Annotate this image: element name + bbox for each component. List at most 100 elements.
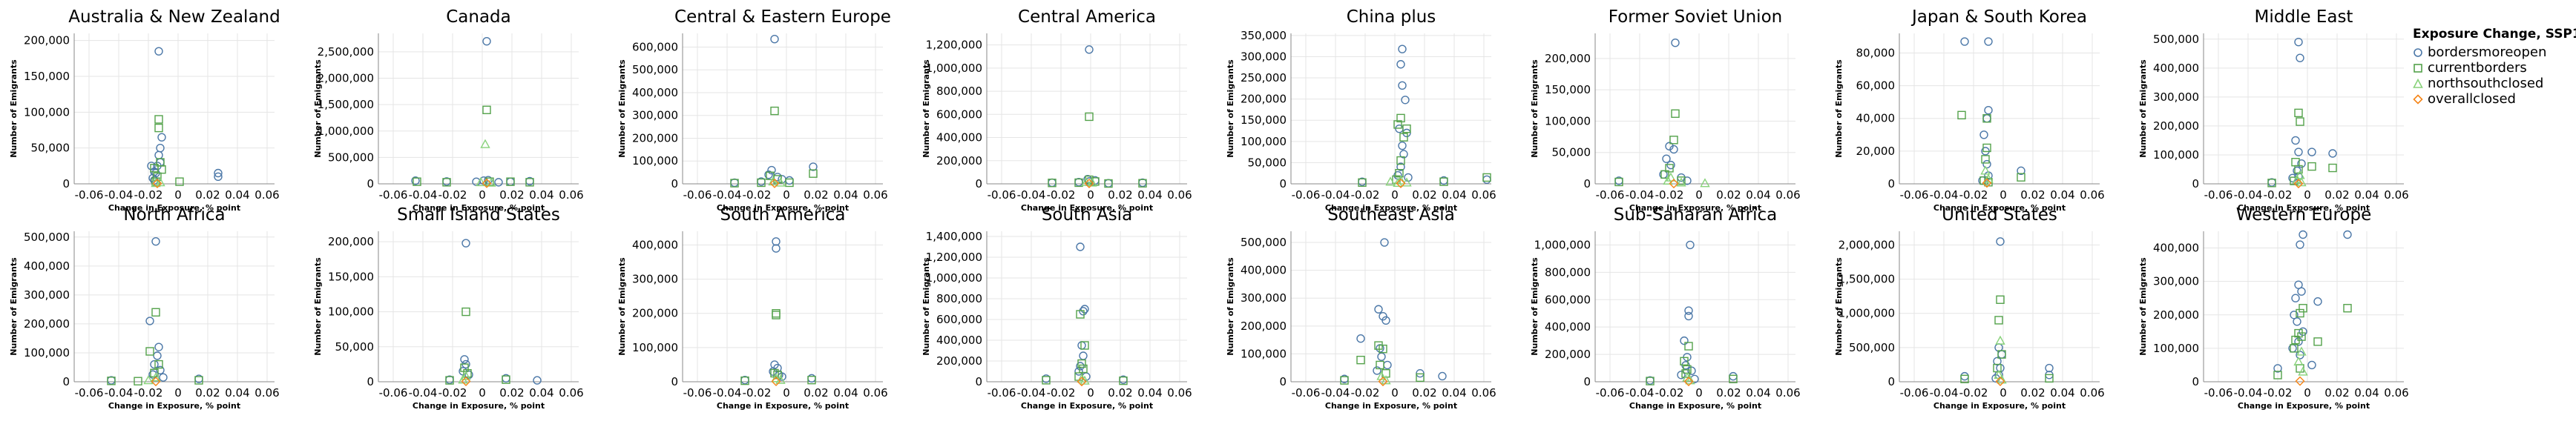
- data-point-currentborders: [1358, 178, 1367, 187]
- panel-united-states: United States 0 500,000 1,000,000 1,500,000 2…: [1834, 205, 2105, 411]
- data-point-currentborders: [2307, 162, 2316, 171]
- data-point-bordersmoreopen: [1669, 145, 1678, 154]
- data-point-bordersmoreopen: [411, 176, 420, 185]
- x-tick-label: 0.02: [499, 386, 524, 400]
- data-point-northsouthclosed: [1087, 177, 1097, 187]
- data-point-northsouthclosed: [1983, 173, 1994, 183]
- y-tick-label: 500,000: [328, 150, 374, 164]
- data-point-currentborders: [772, 311, 781, 319]
- y-tick-label: 100,000: [24, 346, 70, 360]
- x-tick-label: -0.06: [2204, 386, 2233, 400]
- x-axis-title: Change in Exposure, % point: [2238, 401, 2370, 411]
- x-tick-label: 0.06: [863, 386, 887, 400]
- y-tick-label: 60,000: [1856, 79, 1896, 93]
- x-tick-label: 0.06: [2384, 188, 2408, 202]
- x-axis-title: Change in Exposure, % point: [413, 203, 545, 213]
- data-point-northsouthclosed: [1663, 175, 1673, 185]
- x-tick-label: -0.06: [1596, 386, 1625, 400]
- data-point-currentborders: [482, 105, 491, 114]
- y-axis-title: Number of Emigrants: [1530, 59, 1540, 158]
- x-tick-label: 0.06: [2384, 386, 2408, 400]
- x-tick-label: -0.02: [1351, 386, 1380, 400]
- data-point-northsouthclosed: [1385, 176, 1396, 186]
- y-tick-label: 0: [367, 177, 374, 191]
- data-point-northsouthclosed: [1997, 374, 2007, 384]
- x-tick-label: 0: [2000, 188, 2007, 202]
- x-tick-label: 0.04: [2354, 188, 2379, 202]
- y-tick-label: 100,000: [2153, 342, 2199, 355]
- data-point-bordersmoreopen: [1401, 96, 1410, 105]
- legend-title: Exposure Change, SSP1: [2413, 27, 2576, 42]
- data-point-bordersmoreopen: [1402, 128, 1411, 138]
- y-tick-label: 50,000: [335, 340, 375, 354]
- data-point-currentborders: [809, 169, 818, 178]
- data-point-northsouthclosed: [143, 375, 154, 385]
- data-point-overallclosed: [1396, 178, 1406, 188]
- data-point-bordersmoreopen: [1680, 336, 1689, 345]
- x-axis-title: Change in Exposure, % point: [1021, 203, 1153, 213]
- panel-title: Canada: [446, 7, 511, 27]
- data-point-currentborders: [2267, 179, 2276, 188]
- panel-title: China plus: [1347, 7, 1436, 27]
- data-point-bordersmoreopen: [1077, 341, 1086, 350]
- x-tick-label: 0.06: [1471, 386, 1496, 400]
- x-tick-label: 0.04: [2354, 386, 2379, 400]
- x-axis-title: Change in Exposure, % point: [1325, 203, 1457, 213]
- data-point-currentborders: [194, 376, 203, 385]
- x-tick-label: -0.06: [683, 386, 712, 400]
- data-point-bordersmoreopen: [154, 342, 163, 351]
- data-point-bordersmoreopen: [2294, 337, 2303, 346]
- data-point-currentborders: [785, 178, 794, 188]
- data-point-bordersmoreopen: [1085, 45, 1094, 54]
- data-point-bordersmoreopen: [2267, 178, 2276, 187]
- legend-label: northsouthclosed: [2428, 76, 2544, 91]
- y-tick-label: 40,000: [1856, 112, 1896, 125]
- x-tick-label: 0.04: [1746, 386, 1770, 400]
- data-point-currentborders: [807, 375, 816, 385]
- data-point-currentborders: [2290, 344, 2299, 353]
- y-tick-label: 800,000: [936, 85, 982, 98]
- y-tick-label: 200,000: [2153, 308, 2199, 322]
- data-point-bordersmoreopen: [1662, 154, 1671, 163]
- data-point-currentborders: [175, 177, 184, 186]
- y-tick-label: 1,200,000: [926, 251, 982, 264]
- x-tick-label: -0.04: [409, 188, 438, 202]
- data-point-currentborders: [2296, 117, 2304, 126]
- y-tick-label: 600,000: [936, 107, 982, 121]
- y-axis-title: Number of Emigrants: [313, 257, 323, 356]
- data-point-northsouthclosed: [1676, 177, 1686, 187]
- data-point-overallclosed: [1378, 377, 1388, 387]
- panel-title: Australia & New Zealand: [68, 7, 280, 27]
- data-point-currentborders: [1396, 113, 1405, 123]
- data-point-currentborders: [2299, 304, 2307, 313]
- y-tick-label: 200,000: [632, 131, 678, 145]
- data-point-currentborders: [1684, 342, 1693, 351]
- data-point-bordersmoreopen: [2296, 240, 2304, 249]
- square-marker-icon: [2414, 63, 2422, 73]
- data-point-currentborders: [1957, 110, 1966, 120]
- x-tick-label: 0: [2304, 386, 2311, 400]
- y-tick-label: 2,000,000: [318, 72, 374, 85]
- data-point-bordersmoreopen: [809, 162, 818, 171]
- panel-title: Japan & South Korea: [1910, 7, 2087, 27]
- data-point-currentborders: [461, 307, 470, 317]
- y-axis-title: Number of Emigrants: [1226, 59, 1235, 158]
- data-point-bordersmoreopen: [1376, 344, 1384, 353]
- x-tick-label: 0.06: [1471, 188, 1496, 202]
- data-point-northsouthclosed: [2293, 356, 2304, 366]
- data-point-northsouthclosed: [476, 176, 486, 187]
- x-tick-label: 0: [1087, 188, 1094, 202]
- y-axis-title: Number of Emigrants: [9, 59, 19, 158]
- x-axis-title: Change in Exposure, % point: [108, 401, 240, 411]
- data-point-bordersmoreopen: [772, 237, 781, 246]
- data-point-northsouthclosed: [768, 176, 778, 186]
- data-point-bordersmoreopen: [1374, 305, 1383, 314]
- x-tick-label: 0: [1695, 386, 1703, 400]
- y-tick-label: 200,000: [936, 154, 982, 168]
- data-point-currentborders: [1660, 170, 1669, 179]
- x-tick-label: 0.04: [1137, 386, 1162, 400]
- panel-canada: Canada 0 500,000 1,000,000 1,500,000 2,000,00…: [313, 7, 584, 213]
- y-axis-title: Number of Emigrants: [1834, 59, 1844, 158]
- data-point-northsouthclosed: [1393, 177, 1403, 188]
- y-tick-label: 500,000: [1241, 236, 1287, 249]
